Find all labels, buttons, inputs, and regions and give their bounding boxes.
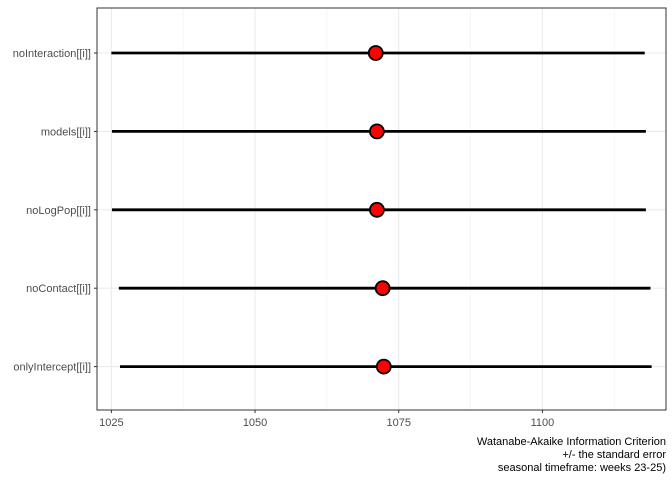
x-tick-label-0: 1025 <box>99 417 123 429</box>
y-tick-label-0: noInteraction[[i]] <box>13 48 91 60</box>
x-axis-title-line-2: seasonal timeframe: weeks 23-25) <box>498 462 666 474</box>
point-3 <box>374 280 391 297</box>
y-tick-label-4: onlyIntercept[[i]] <box>13 362 91 374</box>
x-tick-label-1: 1050 <box>243 417 267 429</box>
point-4 <box>375 358 392 375</box>
y-tick-label-2: noLogPop[[i]] <box>26 205 91 217</box>
y-axis: noInteraction[[i]] models[[i]] noLogPop[[i… <box>13 48 97 374</box>
points <box>367 45 392 375</box>
x-axis-title-line-0: Watanabe-Akaike Information Criterion <box>477 436 666 448</box>
x-tick-label-3: 1100 <box>531 417 555 429</box>
x-axis-title-line-1: +/- the standard error <box>562 449 666 461</box>
point-1 <box>369 123 385 140</box>
y-tick-label-1: models[[i]] <box>41 126 91 138</box>
x-axis-title: Watanabe-Akaike Information Criterion+/-… <box>477 436 666 474</box>
point-2 <box>369 201 385 218</box>
panel-border <box>96 7 667 411</box>
x-axis: 1025 1050 1075 1100 <box>99 410 554 429</box>
point-0 <box>367 45 384 61</box>
y-tick-label-3: noContact[[i]] <box>26 283 91 295</box>
x-tick-label-2: 1075 <box>387 417 411 429</box>
